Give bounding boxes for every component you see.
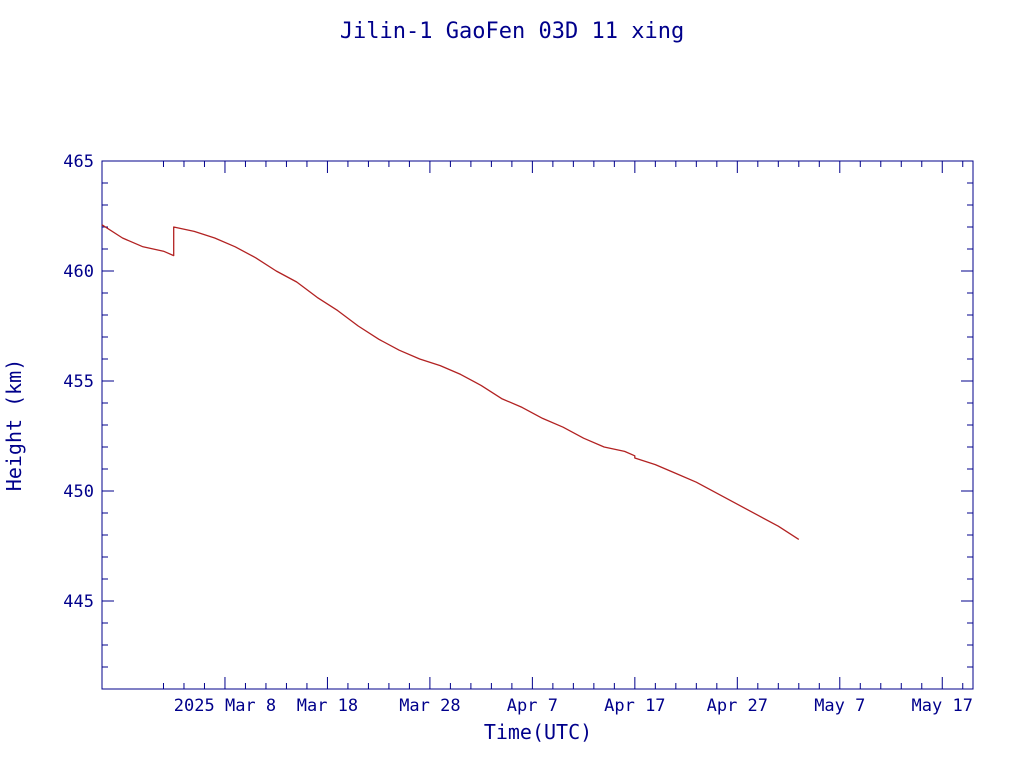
x-tick-label: Apr 17 bbox=[604, 696, 665, 716]
x-tick-label: Mar 18 bbox=[297, 696, 358, 716]
y-tick-label: 455 bbox=[63, 372, 94, 392]
y-tick-label: 450 bbox=[63, 482, 94, 502]
y-tick-label: 445 bbox=[63, 592, 94, 612]
y-axis-label: Height (km) bbox=[2, 359, 26, 491]
x-tick-label: Apr 7 bbox=[507, 696, 558, 716]
series-layer bbox=[101, 224, 800, 540]
x-tick-label: Apr 27 bbox=[707, 696, 768, 716]
x-axis-label: Time(UTC) bbox=[484, 720, 592, 744]
chart-title: Jilin-1 GaoFen 03D 11 xing bbox=[340, 19, 684, 44]
y-tick-label: 460 bbox=[63, 262, 94, 282]
x-tick-label: May 17 bbox=[912, 696, 973, 716]
x-tick-label: May 7 bbox=[814, 696, 865, 716]
y-tick-label: 465 bbox=[63, 152, 94, 172]
x-tick-label: 2025 Mar 8 bbox=[174, 696, 276, 716]
ticks-layer: 445 450 455 460 465 2025 Mar 8 Mar 18 Mar 28 Apr… bbox=[63, 152, 973, 716]
x-tick-label: Mar 28 bbox=[399, 696, 460, 716]
series-line-0 bbox=[101, 224, 800, 540]
plot-frame bbox=[101, 160, 974, 690]
